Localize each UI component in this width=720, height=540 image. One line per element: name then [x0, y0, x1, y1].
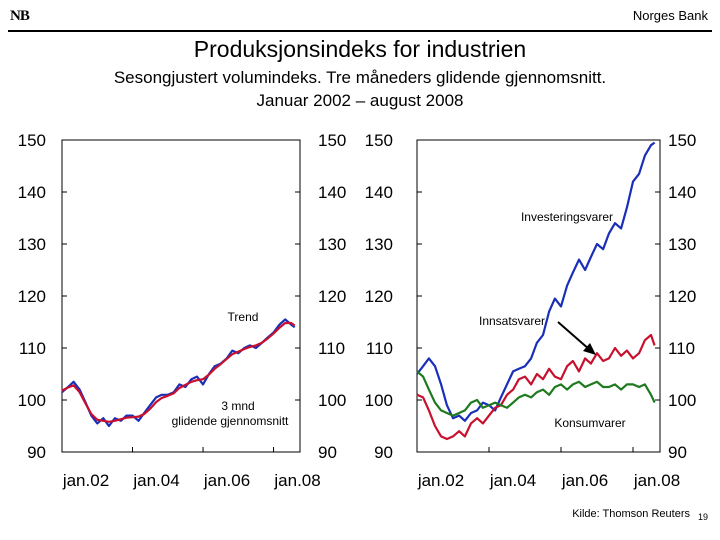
- left-ytick-label-left: 140: [18, 183, 46, 202]
- bank-name: Norges Bank: [632, 8, 708, 23]
- left-ytick-label-left: 130: [18, 235, 46, 254]
- left-ytick-label-left: 120: [18, 287, 46, 306]
- chart-subtitle: Sesongjustert volumindeks. Tre måneders …: [0, 66, 720, 112]
- innsatsvarer-arrow-shaft: [557, 321, 591, 351]
- left-ytick-label-right: 110: [318, 339, 345, 358]
- left-annotation-trend: Trend: [228, 310, 259, 324]
- left-ytick-label-right: 100: [318, 391, 346, 410]
- right-ytick-label-left: 100: [365, 391, 393, 410]
- page-number: 19: [697, 512, 708, 522]
- left-xtick-label: jan.04: [132, 471, 179, 490]
- right-ytick-label-left: 120: [365, 287, 393, 306]
- right-xtick-label: jan.04: [489, 471, 536, 490]
- left-ytick-label-right: 140: [318, 183, 346, 202]
- right-annotation-investeringsvarer: Investeringsvarer: [521, 210, 613, 224]
- right-annotation-konsumvarer: Konsumvarer: [554, 416, 625, 430]
- left-series-3-mnd-glidende-gjennomsnitt: [61, 318, 296, 428]
- norges-bank-logo: NB: [10, 8, 30, 24]
- left-ytick-label-left: 100: [18, 391, 46, 410]
- innsatsvarer-arrow-head: [583, 343, 596, 355]
- right-ytick-label-left: 130: [365, 235, 393, 254]
- right-ytick-label-right: 110: [668, 339, 695, 358]
- right-ytick-label-right: 130: [668, 235, 696, 254]
- chart-title: Produksjonsindeks for industrien: [193, 36, 527, 62]
- right-plot-frame: [416, 139, 661, 453]
- left-ytick-label-left: 110: [19, 339, 46, 358]
- right-ytick-label-left: 140: [365, 183, 393, 202]
- left-xtick-label: jan.06: [203, 471, 250, 490]
- right-xtick-label: jan.08: [633, 471, 680, 490]
- left-ytick-label-left: 90: [27, 443, 46, 462]
- subtitle-line-2: Januar 2002 – august 2008: [256, 91, 464, 110]
- left-series-trend: [61, 321, 296, 423]
- left-ytick-label-right: 90: [318, 443, 337, 462]
- left-ytick-label-right: 150: [318, 131, 346, 150]
- right-series-investeringsvarer: [416, 141, 656, 422]
- right-ytick-label-left: 110: [366, 339, 393, 358]
- left-annotation-moving-average-line2: glidende gjennomsnitt: [172, 414, 289, 428]
- right-series-konsumvarer: [416, 370, 656, 417]
- left-ytick-label-right: 120: [318, 287, 346, 306]
- right-xtick-label: jan.02: [417, 471, 464, 490]
- left-plot-frame: [61, 139, 301, 453]
- right-series-innsatsvarer: [416, 333, 656, 441]
- right-xtick-label: jan.06: [561, 471, 608, 490]
- right-ytick-label-right: 150: [668, 131, 696, 150]
- right-ytick-label-right: 100: [668, 391, 696, 410]
- right-ytick-label-right: 140: [668, 183, 696, 202]
- left-ytick-label-right: 130: [318, 235, 346, 254]
- left-annotation-moving-average-line1: 3 mnd: [221, 399, 254, 413]
- left-xtick-label: jan.08: [273, 471, 320, 490]
- right-ytick-label-right: 120: [668, 287, 696, 306]
- right-ytick-label-left: 150: [365, 131, 393, 150]
- right-ytick-label-left: 90: [374, 443, 393, 462]
- source-note: Kilde: Thomson Reuters: [572, 508, 690, 520]
- left-xtick-label: jan.02: [62, 471, 109, 490]
- left-ytick-label-left: 150: [18, 131, 46, 150]
- subtitle-line-1: Sesongjustert volumindeks. Tre måneders …: [113, 68, 607, 87]
- right-annotation-innsatsvarer: Innsatsvarer: [479, 314, 545, 328]
- right-ytick-label-right: 90: [668, 443, 687, 462]
- header-rule: [8, 30, 712, 32]
